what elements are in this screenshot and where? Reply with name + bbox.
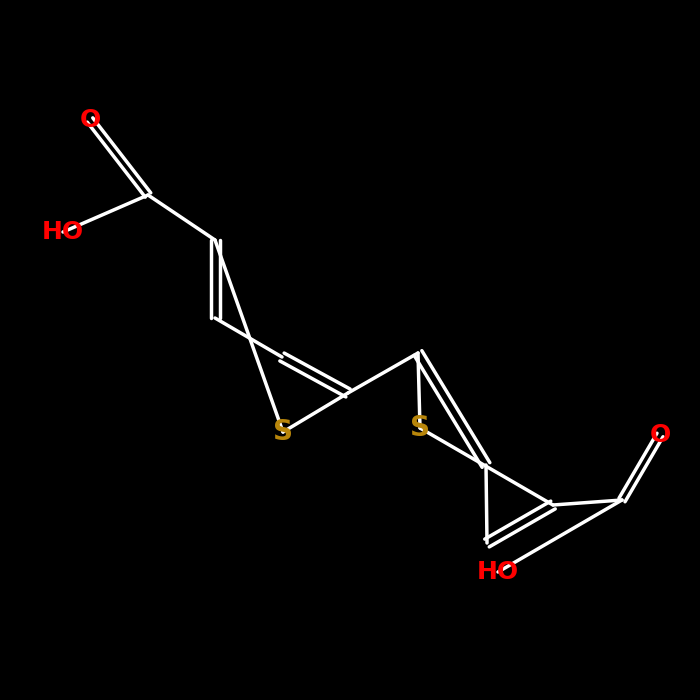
Text: O: O [79,108,101,132]
Text: S: S [410,414,430,442]
Text: HO: HO [42,220,84,244]
Text: HO: HO [477,560,519,584]
Text: S: S [273,418,293,446]
Text: O: O [650,423,671,447]
